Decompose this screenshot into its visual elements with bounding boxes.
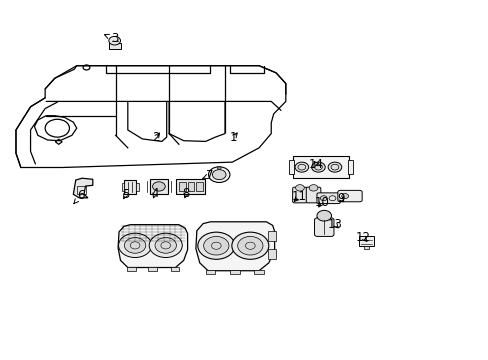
Circle shape: [203, 237, 228, 255]
Text: 7: 7: [203, 169, 213, 182]
Bar: [358, 237, 373, 247]
Circle shape: [212, 170, 225, 180]
FancyBboxPatch shape: [292, 187, 306, 203]
Circle shape: [198, 232, 234, 259]
FancyBboxPatch shape: [305, 187, 320, 203]
Bar: [267, 231, 275, 242]
Polygon shape: [73, 178, 93, 198]
Circle shape: [320, 196, 326, 201]
Bar: [148, 267, 157, 271]
Text: 1: 1: [229, 131, 237, 144]
Bar: [176, 179, 204, 194]
Circle shape: [217, 167, 221, 170]
Bar: [288, 160, 293, 174]
Text: 4: 4: [151, 187, 159, 200]
Text: 12: 12: [355, 231, 370, 244]
Bar: [267, 249, 275, 259]
Text: 10: 10: [314, 195, 329, 209]
Bar: [77, 186, 85, 194]
Circle shape: [124, 238, 145, 253]
Circle shape: [311, 162, 325, 172]
Text: 13: 13: [327, 218, 342, 231]
Circle shape: [294, 162, 308, 172]
Bar: [179, 182, 185, 191]
Text: 11: 11: [291, 190, 306, 203]
Circle shape: [308, 185, 317, 191]
Text: 6: 6: [74, 189, 84, 204]
Circle shape: [327, 162, 341, 172]
Circle shape: [155, 238, 176, 253]
FancyBboxPatch shape: [314, 218, 333, 237]
Bar: [124, 180, 136, 194]
Bar: [149, 179, 168, 194]
Circle shape: [237, 237, 263, 255]
Bar: [347, 160, 352, 174]
Bar: [126, 267, 135, 271]
Circle shape: [109, 36, 120, 45]
Bar: [136, 183, 138, 192]
Bar: [205, 270, 215, 274]
Circle shape: [316, 210, 331, 221]
Text: 8: 8: [182, 187, 189, 200]
Circle shape: [295, 185, 304, 191]
Circle shape: [231, 232, 268, 259]
Circle shape: [149, 233, 182, 257]
Bar: [196, 182, 203, 191]
Bar: [170, 267, 179, 271]
Bar: [187, 182, 194, 191]
Bar: [229, 270, 239, 274]
Circle shape: [208, 167, 229, 183]
Text: 9: 9: [336, 192, 344, 205]
Bar: [363, 246, 369, 249]
Polygon shape: [118, 225, 187, 267]
Polygon shape: [196, 222, 274, 271]
Circle shape: [341, 194, 348, 199]
Circle shape: [118, 233, 151, 257]
Text: 5: 5: [122, 188, 129, 201]
Bar: [109, 43, 120, 49]
Bar: [254, 270, 264, 274]
FancyBboxPatch shape: [337, 190, 362, 202]
Text: 3: 3: [104, 32, 118, 45]
Circle shape: [152, 182, 165, 191]
FancyBboxPatch shape: [316, 193, 340, 203]
Text: 14: 14: [308, 158, 323, 171]
Bar: [292, 157, 348, 178]
Text: 2: 2: [152, 131, 160, 144]
Bar: [122, 183, 124, 192]
